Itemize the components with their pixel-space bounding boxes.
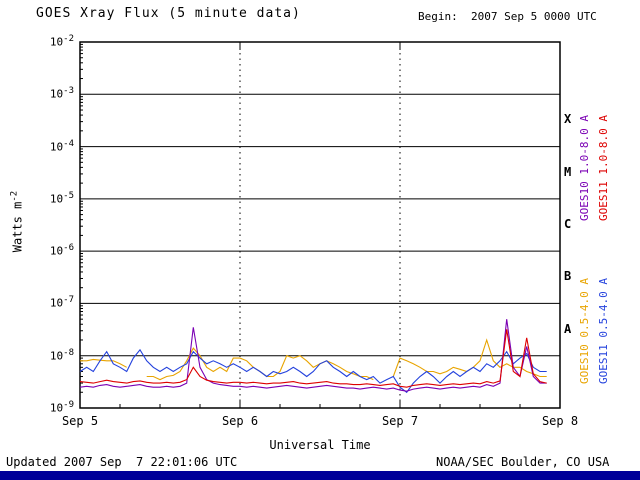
series-goes11-0.5-4.0-a: [79, 348, 547, 394]
source-credit: NOAA/SEC Boulder, CO USA: [436, 455, 610, 469]
y-tick-label: 10-4: [49, 138, 74, 154]
x-axis-label: Universal Time: [269, 438, 371, 452]
y-axis-label: Watts m-2: [10, 167, 25, 277]
flare-class-letter: M: [564, 164, 572, 179]
begin-time-label: Begin: 2007 Sep 5 0000 UTC: [418, 10, 597, 23]
y-tick-label: 10-3: [49, 86, 74, 101]
x-tick-label: Sep 8: [541, 414, 579, 428]
bottom-bar: [0, 471, 640, 480]
flare-class-letter: X: [564, 112, 572, 127]
x-tick-label: Sep 6: [221, 414, 259, 428]
series-goes11-1.0-8.0-a: [79, 329, 547, 388]
y-tick-label: 10-7: [49, 295, 74, 311]
flare-class-letter: C: [564, 217, 572, 231]
y-tick-label: 10-8: [49, 347, 74, 363]
updated-timestamp: Updated 2007 Sep 7 22:01:06 UTC: [6, 455, 238, 469]
y-tick-label: 10-6: [49, 243, 74, 258]
y-axis-label-base: Watts m: [10, 201, 25, 253]
series-goes10-1.0-8.0-a: [79, 319, 547, 392]
x-tick-label: Sep 5: [61, 414, 99, 428]
series-goes10-0.5-4.0-a: [80, 338, 547, 381]
chart-title: GOES Xray Flux (5 minute data): [36, 6, 301, 21]
y-tick-label: 10-2: [49, 34, 74, 49]
flare-class-letter: B: [564, 269, 572, 284]
legend-goes11-short: GOES11 0.5-4.0 A: [597, 278, 610, 384]
legend-goes11-long: GOES11 1.0-8.0 A: [597, 115, 610, 221]
x-tick-label: Sep 7: [381, 414, 419, 428]
y-tick-label: 10-9: [49, 400, 74, 415]
y-axis-label-exponent: -2: [9, 190, 20, 202]
flare-class-letter: A: [564, 321, 572, 336]
y-tick-label: 10-5: [49, 190, 74, 206]
plot-area: [79, 41, 561, 409]
plot-frame: [79, 41, 561, 409]
